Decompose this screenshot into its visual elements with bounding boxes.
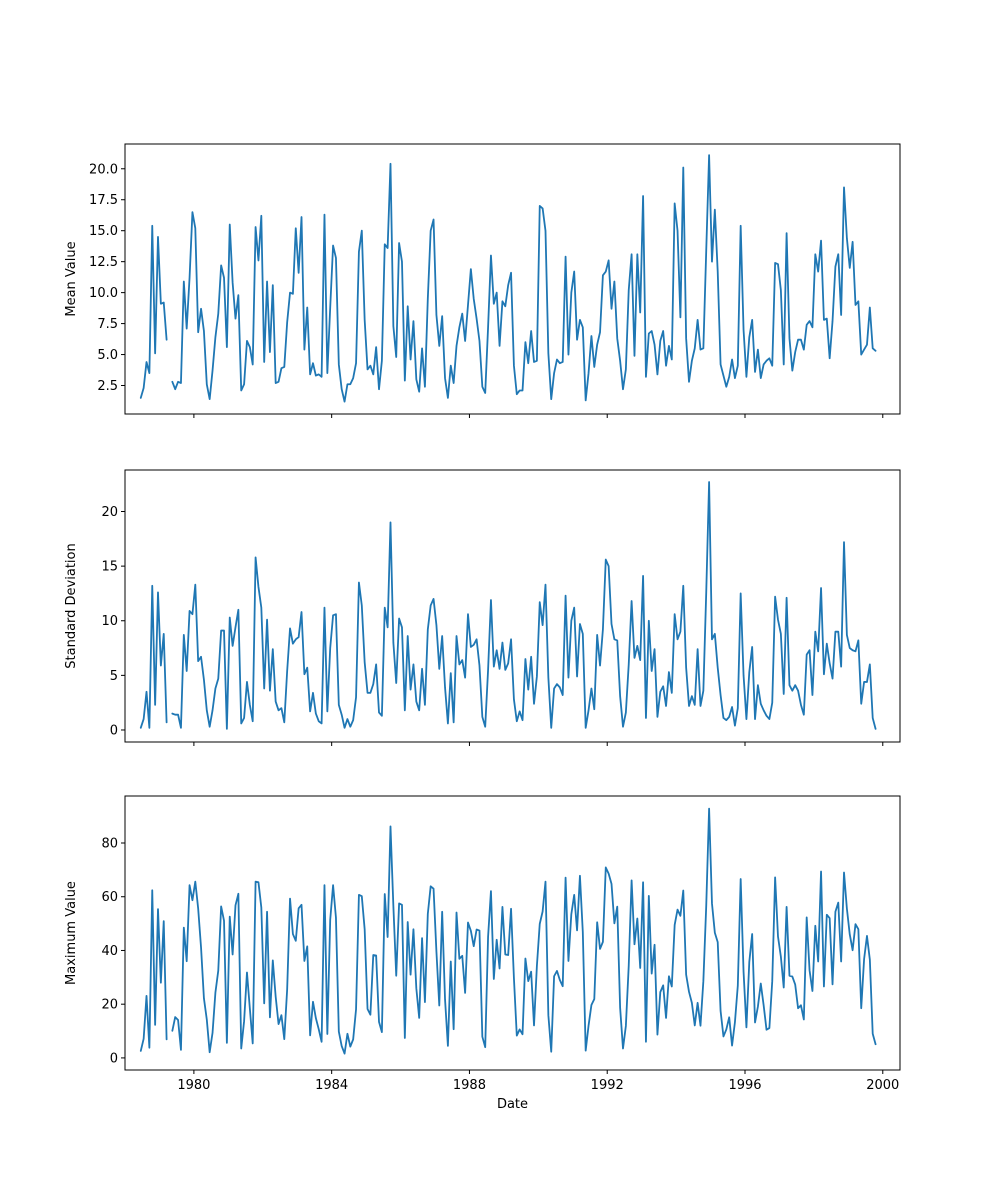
y-tick-label: 7.5 <box>97 317 118 332</box>
x-tick-label: 1988 <box>453 1078 486 1093</box>
y-tick-label: 17.5 <box>89 193 118 208</box>
plot-frame <box>124 795 901 1071</box>
series-line <box>139 807 877 1055</box>
y-axis-label: Maximum Value <box>64 881 79 985</box>
plot-frame <box>124 143 901 415</box>
x-axis-label: Date <box>497 1097 528 1112</box>
x-tick-label: 1980 <box>177 1078 210 1093</box>
y-axis-label: Mean Value <box>64 241 79 316</box>
x-tick-label: 2000 <box>866 1078 899 1093</box>
series-line <box>139 154 877 403</box>
x-tick-label: 1984 <box>315 1078 348 1093</box>
panel-2: 0 5 10 15 20 Standard Deviation <box>64 469 901 746</box>
plot-frame <box>124 469 901 743</box>
panel-3: 0 20 40 60 80 1980 1984 1988 1992 1996 2000 Maximum… <box>64 795 901 1093</box>
y-tick-label: 0 <box>110 1051 118 1066</box>
y-tick-label: 10.0 <box>89 286 118 301</box>
y-tick-label: 20 <box>101 505 118 520</box>
y-tick-label: 40 <box>101 944 118 959</box>
y-tick-label: 60 <box>101 890 118 905</box>
y-tick-label: 15 <box>101 560 118 575</box>
y-tick-label: 20.0 <box>89 162 118 177</box>
y-tick-label: 0 <box>110 723 118 738</box>
y-tick-label: 20 <box>101 998 118 1013</box>
y-tick-label: 2.5 <box>97 379 118 394</box>
y-tick-label: 15.0 <box>89 224 118 239</box>
x-tick-label: 1996 <box>728 1078 761 1093</box>
y-tick-label: 10 <box>101 614 118 629</box>
chart-root: 2.5 5.0 7.5 10.0 12.5 15.0 17.5 20.0 Mean Value 0… <box>64 143 901 1093</box>
y-tick-label: 5 <box>110 669 118 684</box>
x-tick-label: 1992 <box>591 1078 624 1093</box>
y-tick-label: 80 <box>101 837 118 852</box>
y-axis-label: Standard Deviation <box>64 543 79 668</box>
y-tick-label: 12.5 <box>89 255 118 270</box>
series-line <box>139 481 877 730</box>
y-tick-label: 5.0 <box>97 348 118 363</box>
panel-1: 2.5 5.0 7.5 10.0 12.5 15.0 17.5 20.0 Mean Value <box>64 143 901 418</box>
